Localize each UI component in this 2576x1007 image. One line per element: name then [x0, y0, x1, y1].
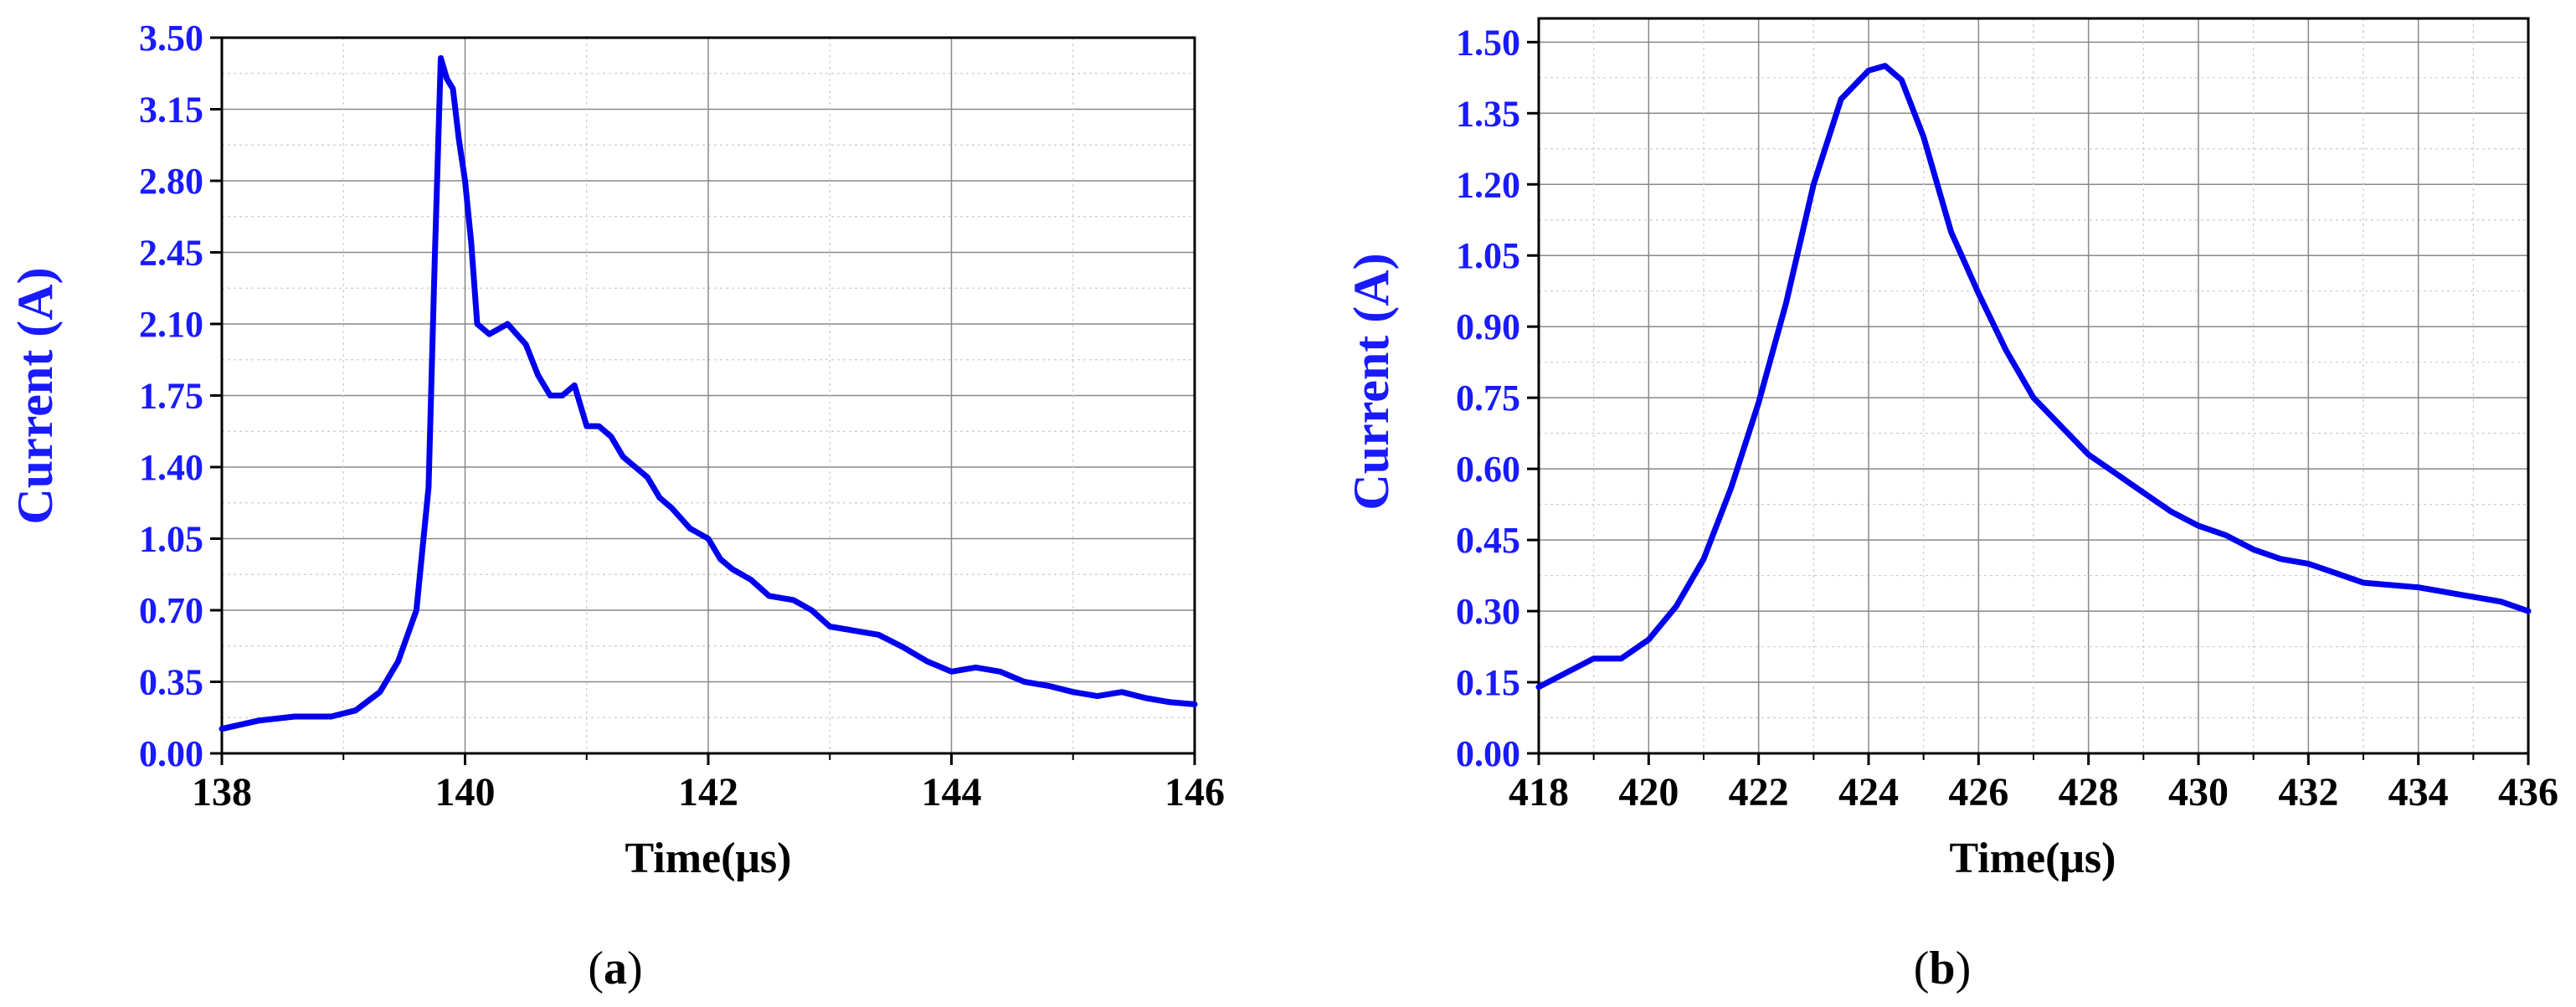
x-tick-label: 146 [1165, 770, 1225, 814]
series-line [219, 54, 1198, 732]
y-tick-label: 2.45 [139, 233, 203, 274]
y-tick-label: 1.35 [1456, 93, 1520, 134]
y-tick-label: 0.15 [1456, 662, 1520, 703]
grid-b [1539, 18, 2528, 753]
x-tick-label: 424 [1838, 770, 1899, 814]
y-tick-label: 0.90 [1456, 306, 1520, 347]
y-ticks-b: 0.00 0.15 0.30 0.45 0.60 0.75 0.90 1.05 1.20 1.35… [1456, 22, 1539, 774]
y-tick-label: 2.80 [139, 161, 203, 202]
panel-a: 0.00 0.35 0.70 1.05 1.40 1.75 2.10 2.45 2.80 3.15… [8, 18, 1225, 994]
x-tick-label: 432 [2278, 770, 2338, 814]
y-tick-label: 0.75 [1456, 378, 1520, 419]
y-tick-label: 0.00 [139, 733, 203, 774]
x-ticks-b: 418 420 422 424 426 428 430 432 434 436 [1509, 753, 2558, 814]
x-tick-label: 418 [1509, 770, 1569, 814]
series-b [1535, 63, 2532, 691]
x-tick-label: 430 [2168, 770, 2229, 814]
x-ticks-a: 138 140 142 144 146 [192, 753, 1225, 814]
y-tick-label: 0.60 [1456, 449, 1520, 490]
x-tick-label: 426 [1948, 770, 2008, 814]
caption-b: (b) [1914, 943, 1971, 994]
series-line [1535, 63, 2532, 691]
x-tick-label: 138 [192, 770, 252, 814]
y-tick-label: 1.05 [139, 519, 203, 560]
y-tick-label: 2.10 [139, 304, 203, 345]
x-tick-label: 436 [2498, 770, 2558, 814]
y-tick-label: 1.20 [1456, 164, 1520, 205]
y-tick-label: 0.30 [1456, 591, 1520, 632]
y-tick-label: 1.50 [1456, 22, 1520, 63]
x-tick-label: 140 [435, 770, 496, 814]
y-tick-label: 1.40 [139, 447, 203, 488]
y-tick-label: 3.15 [139, 90, 203, 131]
x-tick-label: 142 [678, 770, 738, 814]
x-tick-label: 434 [2388, 770, 2449, 814]
x-tick-label: 420 [1618, 770, 1679, 814]
plot-frame-b [1537, 17, 2530, 755]
y-axis-title-b: Current (A) [1344, 253, 1399, 510]
y-tick-label: 1.05 [1456, 235, 1520, 276]
series-a [219, 54, 1198, 732]
y-tick-label: 0.70 [139, 590, 203, 631]
y-tick-label: 0.00 [1456, 733, 1520, 774]
x-axis-title-a: Time(μs) [625, 835, 792, 882]
x-tick-label: 144 [922, 770, 982, 814]
panel-b: 0.00 0.15 0.30 0.45 0.60 0.75 0.90 1.05 1.20 1.35… [1344, 17, 2558, 994]
y-tick-label: 1.75 [139, 376, 203, 417]
grid-a [222, 37, 1195, 753]
y-tick-label: 0.45 [1456, 520, 1520, 561]
x-tick-label: 428 [2059, 770, 2119, 814]
caption-a: (a) [588, 943, 642, 994]
y-tick-label: 0.35 [139, 662, 203, 703]
y-axis-title-a: Current (A) [8, 267, 63, 524]
x-axis-title-b: Time(μs) [1950, 835, 2116, 882]
caption-a-letter: a [604, 943, 627, 994]
caption-b-letter: b [1929, 943, 1955, 994]
y-tick-label: 3.50 [139, 18, 203, 59]
y-ticks-a: 0.00 0.35 0.70 1.05 1.40 1.75 2.10 2.45 2.80 3.15… [139, 18, 222, 774]
x-tick-label: 422 [1729, 770, 1789, 814]
